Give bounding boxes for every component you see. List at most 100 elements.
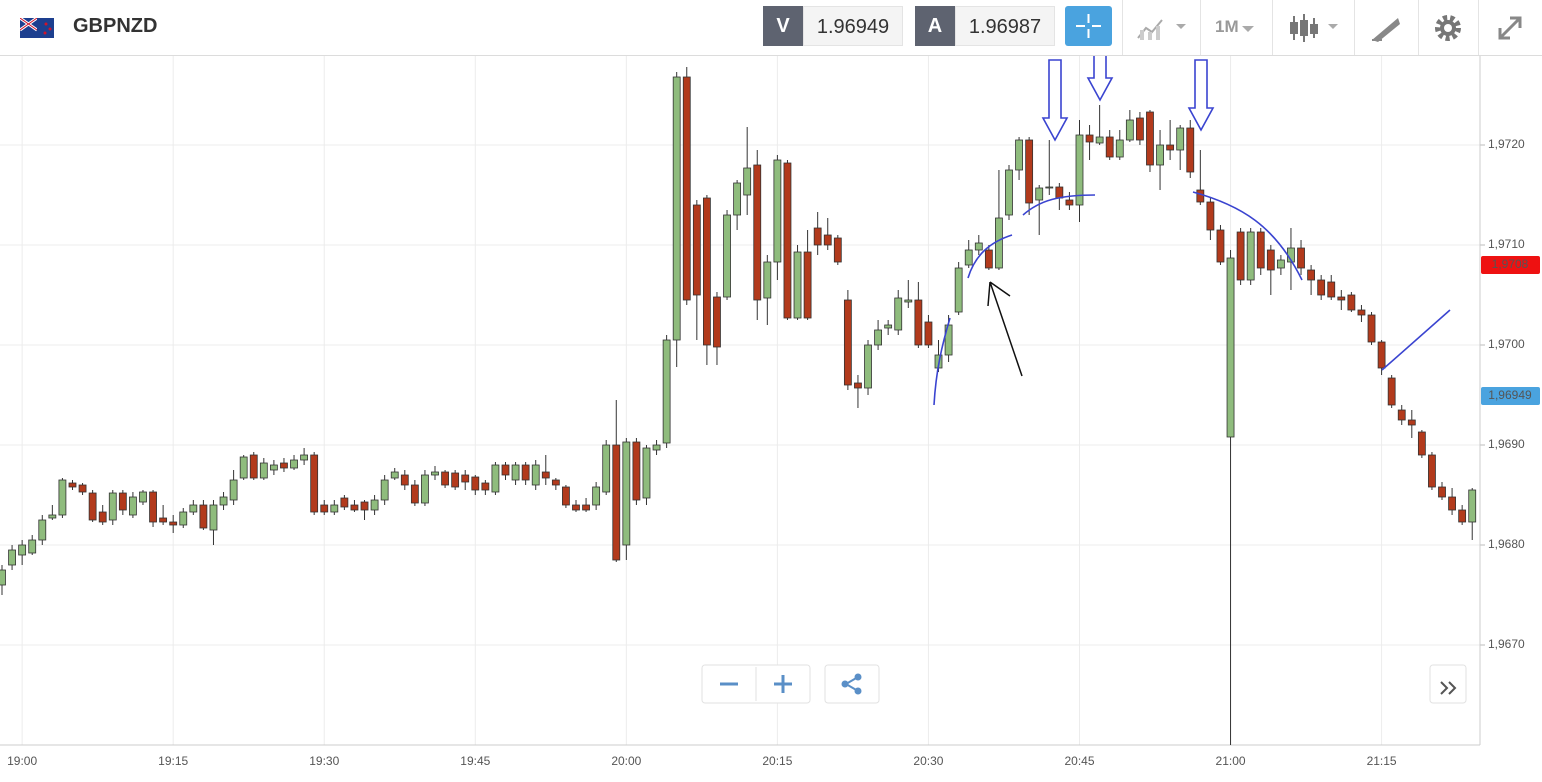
candle-body — [642, 447, 651, 499]
ask-label[interactable]: A — [915, 6, 955, 46]
candle-body — [1337, 296, 1346, 301]
candle-body — [572, 504, 580, 511]
candle-body — [783, 162, 792, 319]
scroll-right-button[interactable] — [1429, 664, 1467, 704]
x-tick-label: 21:00 — [1216, 754, 1246, 768]
zoom-in-button[interactable] — [774, 675, 792, 693]
candle-body — [1407, 419, 1416, 426]
settings-button[interactable] — [1432, 12, 1464, 44]
candle-body — [48, 514, 57, 519]
flag-icon — [20, 18, 54, 38]
candle-body — [441, 471, 449, 486]
candle-body — [88, 492, 97, 521]
annotation-line — [933, 317, 951, 406]
candle-body — [843, 299, 852, 386]
y-tick-label: 1,9700 — [1488, 337, 1525, 351]
candle-body — [1327, 281, 1336, 298]
candle-body — [1095, 136, 1104, 144]
bid-price[interactable]: 1.96949 — [803, 6, 903, 46]
candle-body — [743, 167, 752, 196]
candle-body — [1186, 127, 1195, 173]
crosshair-button[interactable] — [1065, 6, 1112, 46]
candle-body — [1196, 189, 1205, 203]
candle-body — [541, 471, 550, 479]
candle-body — [1055, 186, 1064, 199]
candle-body — [501, 464, 510, 476]
chart-type-button[interactable] — [1136, 14, 1192, 42]
separator — [1478, 0, 1479, 55]
ask-price[interactable]: 1.96987 — [955, 6, 1055, 46]
candle-body — [1458, 509, 1467, 523]
symbol: GBPNZD — [73, 15, 158, 37]
candle-body — [521, 464, 530, 481]
candle-body — [169, 521, 178, 526]
share-dot — [854, 687, 862, 695]
candle-body — [974, 242, 983, 251]
annotation-line — [1381, 309, 1451, 371]
bid-label[interactable]: V — [763, 6, 803, 46]
timeframe[interactable]: 1M — [1215, 17, 1239, 36]
price-badge-label: 1,96949 — [1488, 388, 1532, 402]
candle-body — [380, 479, 389, 501]
candle-body — [1105, 136, 1114, 158]
candle-body — [219, 496, 228, 506]
candle-body — [884, 324, 893, 329]
candle-body — [1085, 134, 1094, 143]
candle-body — [1065, 199, 1074, 206]
candle-body — [280, 462, 288, 469]
candle-body — [612, 444, 621, 561]
candle-body — [1256, 231, 1265, 269]
candle-body — [914, 299, 923, 346]
candle-body — [259, 462, 268, 479]
candle-body — [803, 251, 812, 319]
candle-body — [813, 227, 822, 246]
candle-body — [1226, 257, 1235, 438]
price-badge — [1481, 256, 1540, 274]
candle-body — [964, 249, 973, 266]
y-tick-label: 1,9670 — [1488, 637, 1525, 651]
share-dot — [854, 673, 862, 681]
draw-button[interactable] — [1370, 14, 1402, 42]
share-button[interactable] — [824, 664, 880, 704]
candle-body — [0, 569, 6, 586]
candle-body — [1448, 496, 1456, 511]
candle-body — [340, 497, 349, 508]
candle-body — [300, 454, 309, 461]
scroll-right-icon — [1440, 681, 1457, 695]
candle-body — [1266, 249, 1275, 271]
candle-body — [189, 504, 198, 513]
candle-body — [370, 499, 379, 511]
candle-body — [431, 471, 439, 476]
candle-body — [38, 519, 47, 541]
candle-body — [1136, 117, 1144, 141]
candle-body — [350, 504, 359, 511]
price-badge-label: 1,9708 — [1492, 257, 1529, 271]
candle-body — [954, 267, 963, 313]
candle-body — [924, 321, 933, 346]
annotation-line — [967, 234, 1013, 279]
y-tick-label: 1,9680 — [1488, 537, 1525, 551]
candle-body — [1146, 111, 1154, 166]
candle-body — [129, 496, 137, 516]
annotations — [933, 39, 1451, 406]
x-tick-label: 19:45 — [460, 754, 490, 768]
candle-body — [390, 471, 399, 479]
candle-style-button[interactable] — [1288, 12, 1344, 44]
candle-body — [28, 539, 37, 554]
candle-body — [400, 474, 409, 486]
annotation-pointer — [987, 281, 1023, 377]
x-tick-label: 20:00 — [611, 754, 641, 768]
fullscreen-button[interactable] — [1496, 14, 1524, 42]
candle-body — [1075, 134, 1084, 206]
candle-body — [1347, 294, 1356, 311]
candle-body — [854, 382, 862, 389]
candle-body — [1216, 229, 1225, 263]
candle-body — [703, 197, 711, 346]
timeframe-caret[interactable] — [1240, 24, 1260, 34]
candle-body — [330, 504, 339, 513]
candle-body — [1377, 341, 1386, 369]
share-dot — [841, 680, 849, 688]
candle-body — [1246, 231, 1255, 281]
candle-body — [773, 159, 782, 263]
candle-body — [592, 486, 601, 506]
